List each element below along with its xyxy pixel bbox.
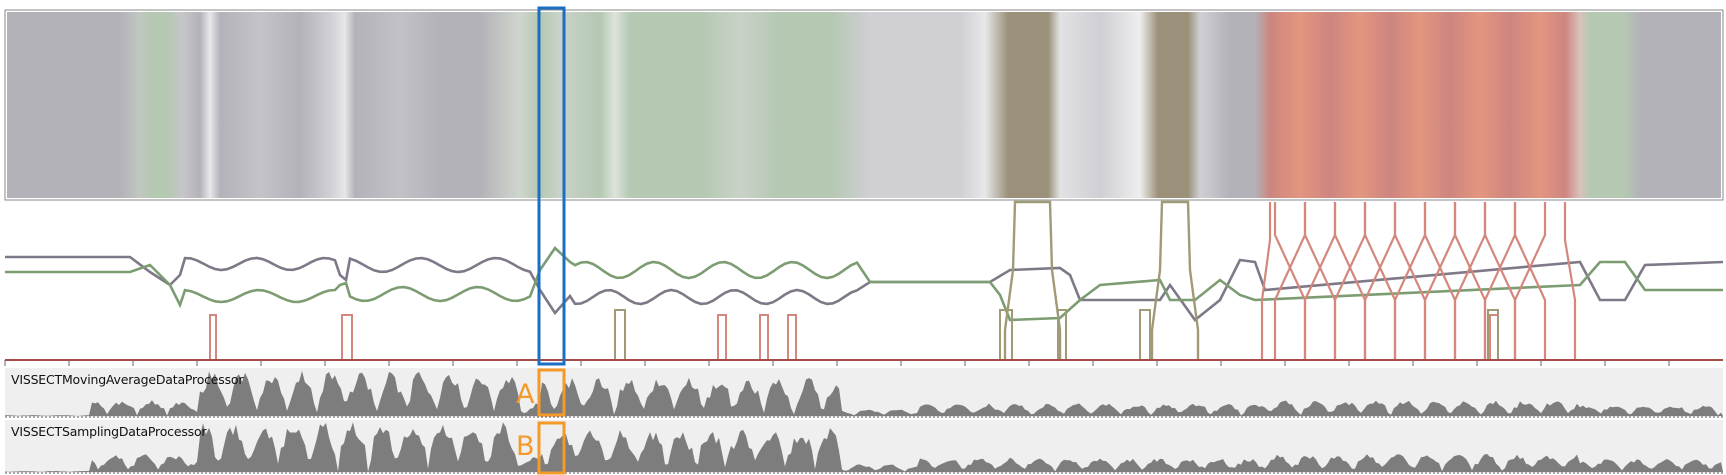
track-label-moving-average: VISSECTMovingAverageDataProcessor xyxy=(11,372,244,387)
selection-label-b: B xyxy=(516,431,535,462)
color-band xyxy=(7,12,1721,198)
selection-blue-box[interactable] xyxy=(537,6,566,366)
flow-lines xyxy=(5,200,1724,360)
time-axis xyxy=(4,359,1723,366)
track-label-sampling: VISSECTSamplingDataProcessor xyxy=(11,424,207,439)
selection-label-a: A xyxy=(516,379,535,410)
selection-b-box[interactable] xyxy=(537,421,566,475)
density-tracks xyxy=(5,371,1723,472)
selection-a-box[interactable] xyxy=(537,368,566,417)
